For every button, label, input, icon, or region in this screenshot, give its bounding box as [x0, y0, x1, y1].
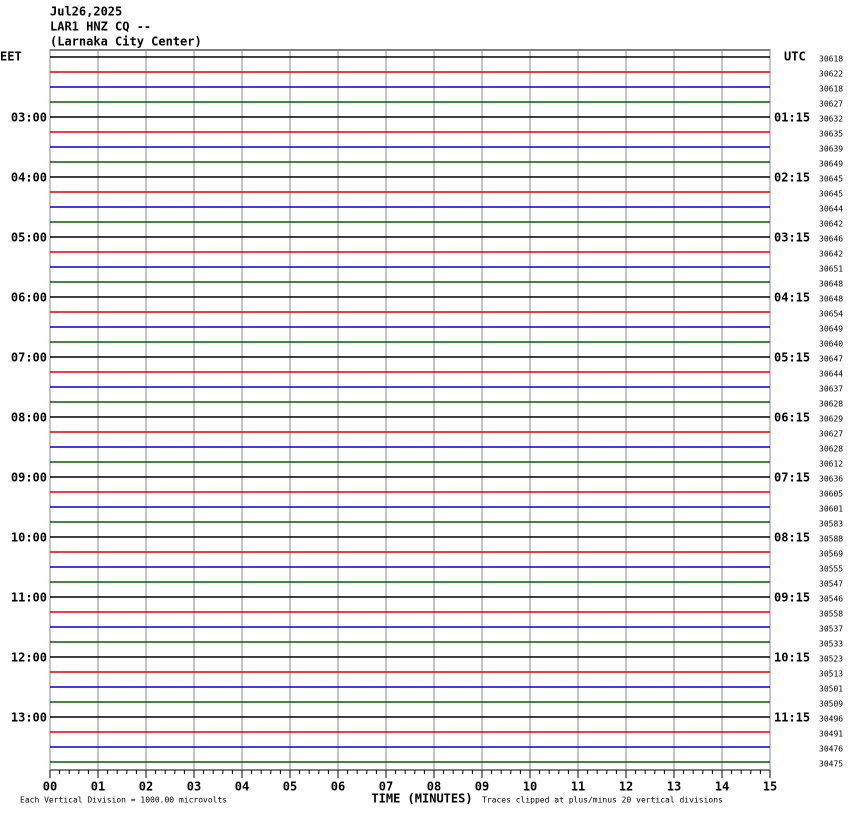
trace-count: 30627	[819, 100, 843, 109]
trace-count: 30622	[819, 70, 843, 79]
trace-count: 30644	[819, 370, 843, 379]
trace-count: 30648	[819, 280, 843, 289]
trace-count: 30476	[819, 745, 843, 754]
x-tick-label: 04	[235, 780, 249, 794]
trace-count: 30547	[819, 580, 843, 589]
trace-count: 30537	[819, 625, 843, 634]
trace-count: 30533	[819, 640, 843, 649]
local-hour: 08:00	[11, 411, 47, 425]
utc-hour: 05:15	[774, 351, 810, 365]
trace-count: 30632	[819, 115, 843, 124]
trace-count: 30523	[819, 655, 843, 664]
trace-count: 30583	[819, 520, 843, 529]
x-tick-label: 03	[187, 780, 201, 794]
x-tick-label: 11	[571, 780, 585, 794]
trace-count: 30642	[819, 250, 843, 259]
local-hour: 10:00	[11, 531, 47, 545]
trace-count: 30475	[819, 760, 843, 769]
trace-count: 30588	[819, 535, 843, 544]
trace-count: 30605	[819, 490, 843, 499]
trace-count: 30558	[819, 610, 843, 619]
trace-count: 30649	[819, 160, 843, 169]
local-hour: 03:00	[11, 111, 47, 125]
x-tick-label: 13	[667, 780, 681, 794]
trace-count: 30645	[819, 175, 843, 184]
trace-count: 30637	[819, 385, 843, 394]
trace-count: 30636	[819, 475, 843, 484]
x-axis-title: TIME (MINUTES)	[371, 792, 472, 806]
trace-count: 30644	[819, 205, 843, 214]
x-tick-label: 06	[331, 780, 345, 794]
utc-hour: 01:15	[774, 111, 810, 125]
trace-count: 30618	[819, 85, 843, 94]
trace-count: 30618	[819, 55, 843, 64]
trace-count: 30640	[819, 340, 843, 349]
utc-hour: 04:15	[774, 291, 810, 305]
plot: 00 01 02 03 04 05 06 07 08 09 10 11 12 13 14 15 30618 306…	[11, 50, 843, 794]
trace-count: 30629	[819, 415, 843, 424]
local-hour: 12:00	[11, 651, 47, 665]
x-tick-label: 09	[475, 780, 489, 794]
location: (Larnaka City Center)	[50, 35, 202, 49]
local-hour: 11:00	[11, 591, 47, 605]
trace-count: 30651	[819, 265, 843, 274]
x-tick-label: 01	[91, 780, 105, 794]
trace-count: 30649	[819, 325, 843, 334]
trace-count: 30491	[819, 730, 843, 739]
station: LAR1 HNZ CQ --	[50, 20, 151, 34]
trace-count: 30639	[819, 145, 843, 154]
x-tick-label: 10	[523, 780, 537, 794]
trace-count: 30628	[819, 445, 843, 454]
trace-count: 30642	[819, 220, 843, 229]
utc-hour: 08:15	[774, 531, 810, 545]
utc-hour: 09:15	[774, 591, 810, 605]
x-tick-label: 07	[379, 780, 393, 794]
clip-note: Traces clipped at plus/minus 20 vertical…	[482, 796, 723, 805]
trace-count: 30569	[819, 550, 843, 559]
local-hour: 07:00	[11, 351, 47, 365]
right-zone: UTC	[784, 50, 806, 64]
local-hour: 06:00	[11, 291, 47, 305]
x-tick-label: 14	[715, 780, 729, 794]
trace-count: 30496	[819, 715, 843, 724]
trace-count: 30513	[819, 670, 843, 679]
trace-count: 30612	[819, 460, 843, 469]
trace-count: 30509	[819, 700, 843, 709]
trace-count: 30627	[819, 430, 843, 439]
x-tick-label: 12	[619, 780, 633, 794]
utc-hour: 02:15	[774, 171, 810, 185]
local-hour: 04:00	[11, 171, 47, 185]
local-hour: 13:00	[11, 711, 47, 725]
trace-count: 30555	[819, 565, 843, 574]
utc-hour: 07:15	[774, 471, 810, 485]
trace-count: 30635	[819, 130, 843, 139]
x-tick-label: 15	[763, 780, 777, 794]
trace-count: 30645	[819, 190, 843, 199]
x-tick-label: 00	[43, 780, 57, 794]
utc-hour: 10:15	[774, 651, 810, 665]
date: Jul26,2025	[50, 5, 122, 19]
utc-hour: 03:15	[774, 231, 810, 245]
trace-count: 30501	[819, 685, 843, 694]
trace-count: 30646	[819, 235, 843, 244]
x-tick-label: 08	[427, 780, 441, 794]
local-hour: 09:00	[11, 471, 47, 485]
x-tick-label: 02	[139, 780, 153, 794]
trace-count: 30601	[819, 505, 843, 514]
trace-count: 30628	[819, 400, 843, 409]
trace-count: 30648	[819, 295, 843, 304]
trace-count: 30647	[819, 355, 843, 364]
local-hour: 05:00	[11, 231, 47, 245]
trace-count: 30546	[819, 595, 843, 604]
left-zone: EET	[0, 50, 22, 64]
utc-hour: 06:15	[774, 411, 810, 425]
trace-count: 30654	[819, 310, 843, 319]
scale-note: Each Vertical Division = 1000.00 microvo…	[20, 796, 227, 805]
x-tick-label: 05	[283, 780, 297, 794]
utc-hour: 11:15	[774, 711, 810, 725]
